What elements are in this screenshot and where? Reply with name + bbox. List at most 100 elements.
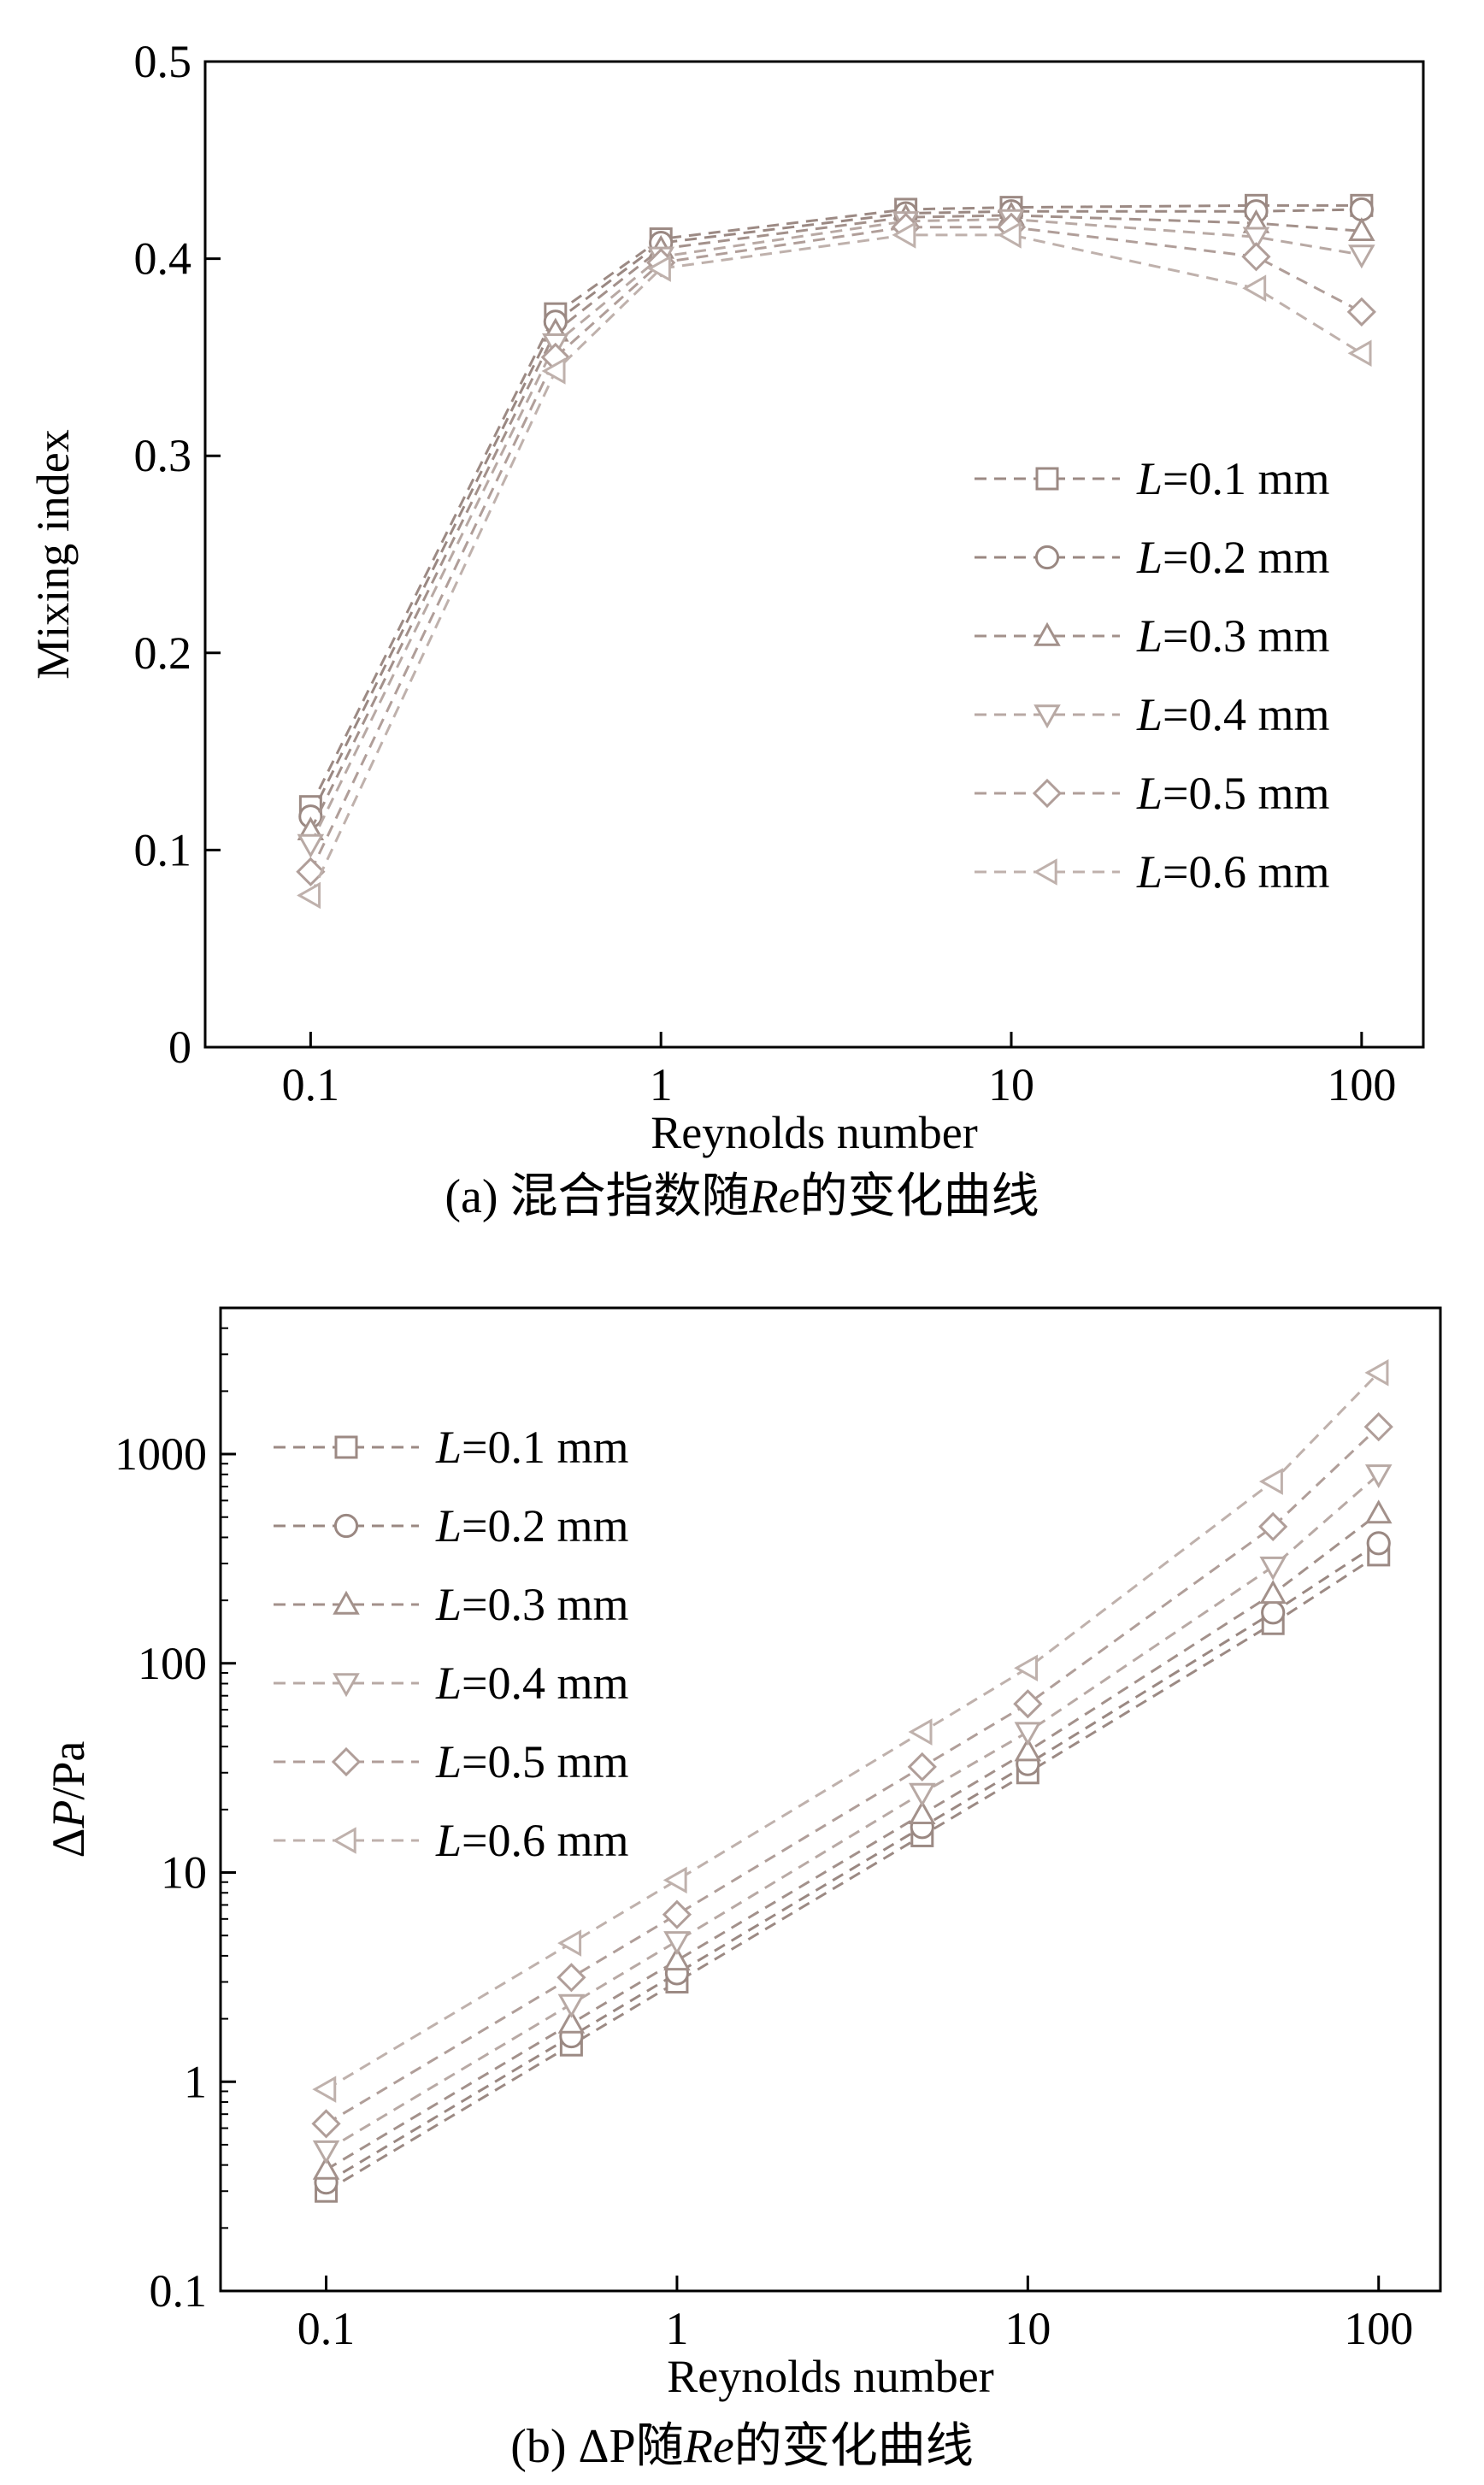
series-1 — [315, 1543, 1391, 2203]
legend-label-symbol: L — [1136, 846, 1163, 898]
x-tick-label: 1 — [665, 2303, 688, 2354]
legend-marker — [333, 1590, 360, 1615]
legend-label-value: =0.6 mm — [1163, 846, 1329, 898]
data-point — [1364, 1464, 1393, 1489]
x-tick-label: 100 — [1344, 2303, 1413, 2354]
legend-marker — [333, 1673, 360, 1698]
figure-caption: (a) 混合指数随Re的变化曲线 — [445, 1170, 1039, 1223]
legend-label-symbol: L — [435, 1579, 462, 1630]
data-point — [312, 2155, 340, 2180]
data-point — [312, 2076, 337, 2103]
legend-label: L=0.4 mm — [1136, 689, 1330, 740]
data-point — [662, 1866, 687, 1894]
data-point — [1347, 339, 1372, 368]
x-tick-label: 1 — [650, 1059, 673, 1110]
data-point — [662, 1899, 692, 1929]
series-3 — [297, 201, 1375, 841]
data-point — [557, 1929, 582, 1957]
x-tick-label: 0.1 — [282, 1059, 340, 1110]
data-point — [556, 1963, 586, 1993]
legend-label-symbol: L — [435, 1815, 462, 1866]
legend-label-value: =0.2 mm — [462, 1500, 628, 1552]
legend-label-symbol: L — [1136, 689, 1163, 740]
legend-item: L=0.5 mm — [975, 768, 1330, 819]
data-point — [1364, 1499, 1393, 1524]
legend-label: L=0.5 mm — [1136, 768, 1330, 819]
legend-marker — [1034, 621, 1061, 646]
data-point — [1363, 1412, 1393, 1442]
y-axis-label: Mixing index — [27, 429, 79, 680]
caption-symbol: Re — [749, 1170, 800, 1223]
y-axis-label: ΔP/Pa — [43, 1741, 94, 1858]
legend-marker — [331, 1746, 362, 1777]
x-axis-label: Reynolds number — [651, 1107, 977, 1158]
x-axis-label: Reynolds number — [667, 2351, 993, 2402]
y-tick-label: 0.1 — [150, 2265, 208, 2317]
series-3 — [312, 1499, 1393, 2180]
legend-label-value: =0.5 mm — [1163, 768, 1329, 819]
plot-frame — [219, 1306, 1442, 2293]
legend-marker — [1033, 858, 1057, 886]
data-point — [997, 221, 1022, 249]
x-tick-label: 100 — [1327, 1059, 1396, 1110]
y-tick-label: 10 — [161, 1847, 207, 1899]
legend-label: L=0.1 mm — [435, 1422, 629, 1473]
series-5 — [311, 1412, 1393, 2139]
data-point — [1013, 1689, 1043, 1719]
data-point — [1242, 227, 1270, 251]
caption-prefix: (b) ΔP随 — [510, 2420, 683, 2473]
legend-label-value: =0.4 mm — [1163, 689, 1329, 740]
x-tick-label: 10 — [1004, 2303, 1051, 2354]
legend-label-symbol: L — [1136, 768, 1163, 819]
data-point — [646, 255, 671, 282]
legend-label-value: =0.1 mm — [1163, 453, 1329, 504]
legend-marker — [334, 1435, 358, 1459]
data-point — [1014, 1722, 1042, 1746]
data-point — [296, 857, 326, 886]
data-point — [1349, 197, 1374, 222]
legend-label-value: =0.3 mm — [462, 1579, 628, 1630]
data-point — [541, 357, 566, 385]
y-tick-label: 0.3 — [134, 430, 192, 481]
series-6 — [297, 221, 1372, 910]
legend-label-symbol: L — [435, 1422, 462, 1473]
legend-label-value: =0.5 mm — [462, 1736, 628, 1787]
legend-marker — [1032, 778, 1063, 809]
caption-suffix: 的变化曲线 — [800, 1170, 1039, 1223]
series-4 — [312, 1464, 1393, 2164]
data-point — [1364, 1359, 1389, 1387]
data-point — [1258, 1468, 1283, 1495]
legend-marker — [1034, 704, 1061, 729]
legend-label: L=0.4 mm — [435, 1658, 629, 1709]
legend-label-symbol: L — [1136, 610, 1163, 662]
legend-marker — [332, 1827, 356, 1854]
legend-label-value: =0.1 mm — [462, 1422, 628, 1473]
data-point — [1348, 217, 1375, 242]
legend-label: L=0.5 mm — [435, 1736, 629, 1787]
y-tick-label: 100 — [138, 1638, 207, 1689]
series-6 — [312, 1359, 1389, 2103]
legend-item: L=0.1 mm — [274, 1422, 629, 1473]
legend-label: L=0.6 mm — [435, 1815, 629, 1866]
legend-item: L=0.3 mm — [975, 610, 1330, 662]
series-line — [325, 1473, 1380, 2152]
plot-frame — [203, 60, 1425, 1049]
data-point — [1241, 242, 1271, 272]
legend-item: L=0.2 mm — [274, 1500, 629, 1552]
legend-label-value: =0.2 mm — [1163, 532, 1329, 583]
mixing-index-chart: 0.1 1 10 100 0 0.1 0.2 0.3 0.4 0.5 Reynolds number… — [27, 36, 1425, 1223]
y-axis-label-prefix: Δ — [43, 1828, 94, 1858]
legend-label: L=0.3 mm — [1136, 610, 1330, 662]
legend-label: L=0.1 mm — [1136, 453, 1330, 504]
legend-item: L=0.4 mm — [975, 689, 1330, 740]
legend-item: L=0.6 mm — [274, 1815, 629, 1866]
data-point — [909, 1782, 936, 1807]
y-tick-label: 1 — [184, 2056, 207, 2107]
data-point — [557, 1993, 586, 2018]
data-point — [663, 1946, 691, 1971]
series-line — [325, 1371, 1380, 2091]
figure-caption: (b) ΔP随Re的变化曲线 — [510, 2420, 974, 2473]
pressure-drop-chart: 0.1 1 10 100 0.1 1 10 100 1000 Reynolds number ΔP/… — [43, 1306, 1442, 2473]
data-point — [892, 221, 916, 249]
x-tick-label: 0.1 — [297, 2303, 356, 2354]
